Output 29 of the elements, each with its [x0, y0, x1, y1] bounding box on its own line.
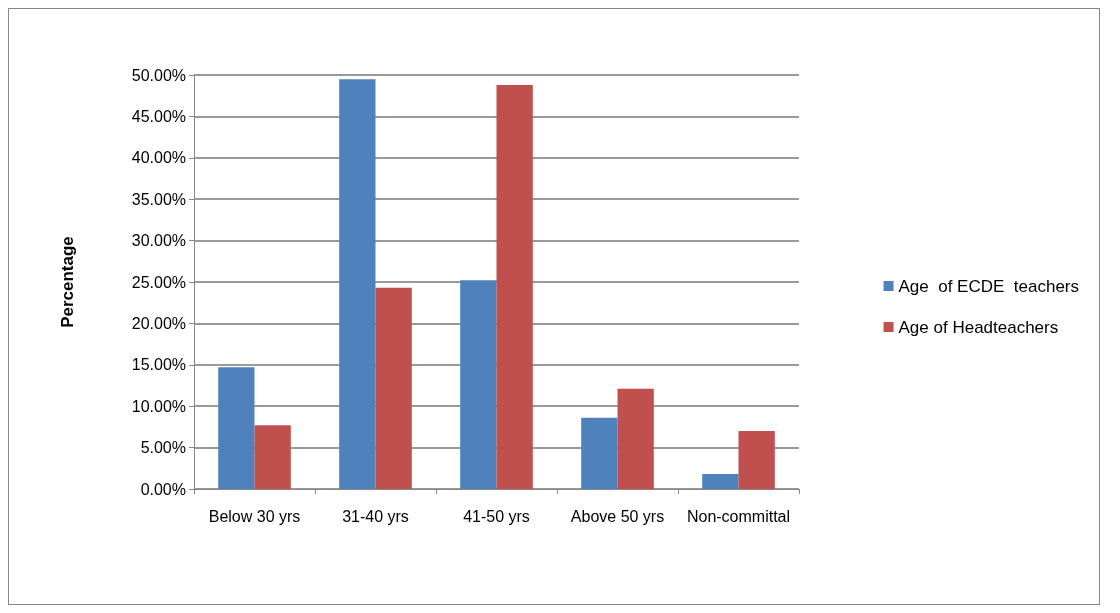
bar: [702, 474, 739, 489]
bar: [460, 280, 497, 489]
bar: [496, 84, 533, 489]
x-tick-label: Below 30 yrs: [208, 507, 301, 525]
y-tick-label: 20.00%: [131, 314, 186, 332]
bar: [254, 425, 291, 489]
bar: [218, 367, 255, 489]
y-tick-label: 50.00%: [131, 66, 186, 84]
bar: [617, 388, 654, 489]
y-tick-label: 5.00%: [140, 439, 186, 457]
bar: [339, 79, 376, 489]
x-tick-label: 41-50 yrs: [463, 507, 530, 525]
y-tick-label: 25.00%: [131, 273, 186, 291]
y-tick-label: 45.00%: [131, 107, 186, 125]
bar: [738, 431, 775, 489]
x-tick-label: 31-40 yrs: [342, 507, 409, 525]
y-tick-label: 10.00%: [131, 397, 186, 415]
bar: [581, 417, 618, 489]
legend-label: Age of ECDE teachers: [898, 276, 1080, 296]
y-tick-label: 35.00%: [131, 190, 186, 208]
y-tick-label: 30.00%: [131, 232, 186, 250]
legend-label: Age of Headteachers: [898, 317, 1059, 337]
bar: [375, 287, 412, 489]
y-tick-label: 0.00%: [140, 480, 186, 498]
x-tick-label: Non-committal: [686, 507, 791, 525]
y-axis-title: Percentage: [58, 236, 77, 328]
y-tick-label: 40.00%: [131, 149, 186, 167]
y-tick-label: 15.00%: [131, 356, 186, 374]
x-tick-label: Above 50 yrs: [570, 507, 665, 525]
